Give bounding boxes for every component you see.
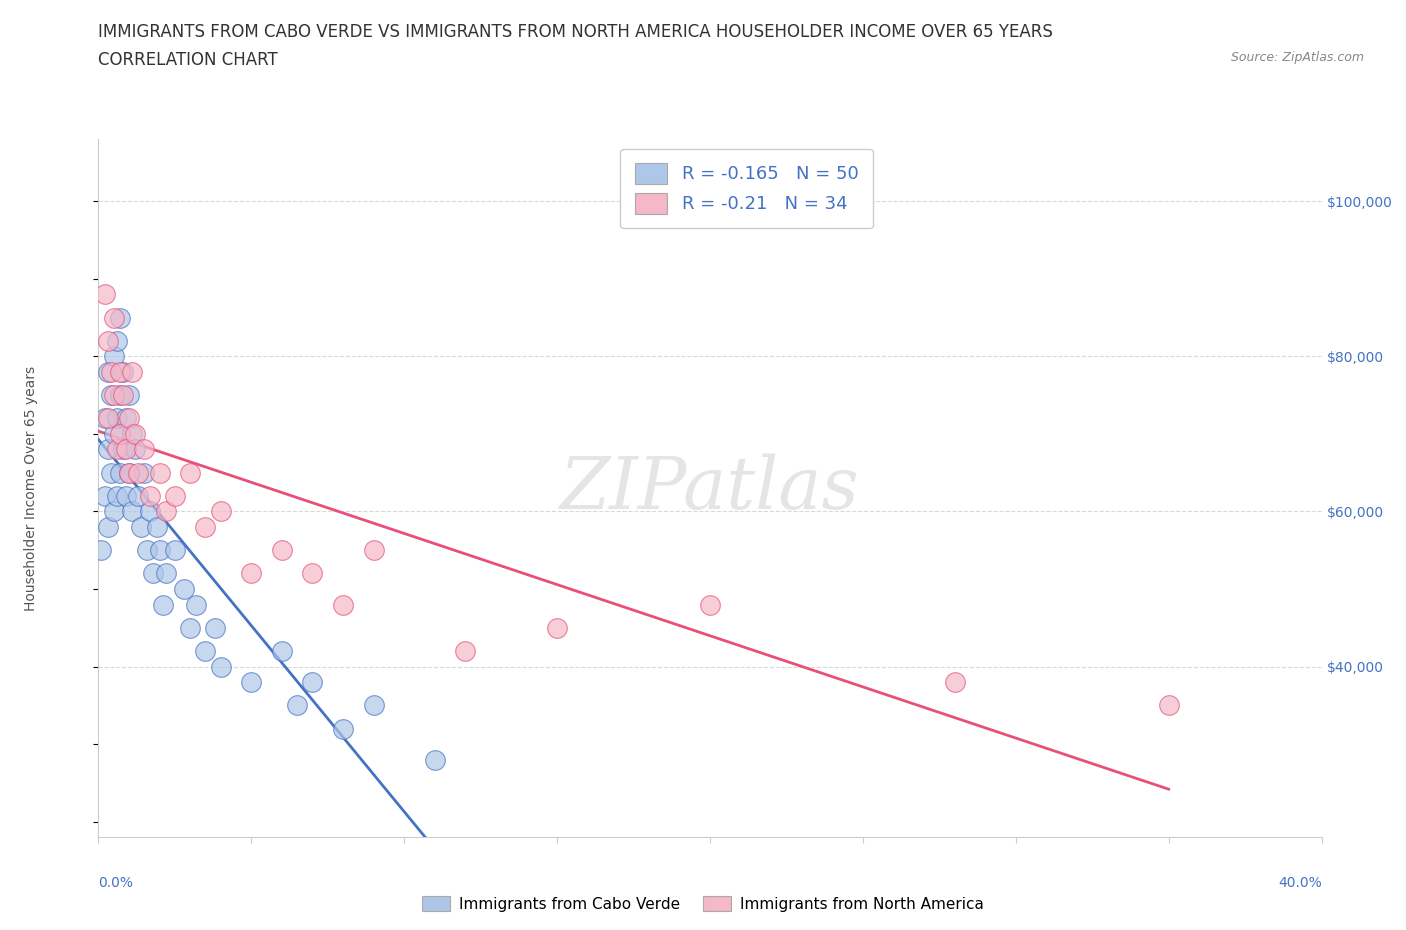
Point	[100, 365, 122, 379]
Point	[97, 365, 120, 379]
Point	[145, 520, 167, 535]
Point	[152, 597, 174, 612]
Point	[363, 698, 385, 712]
Point	[699, 597, 721, 612]
Point	[124, 442, 146, 457]
Point	[209, 504, 232, 519]
Point	[124, 427, 146, 442]
Text: ZIPatlas: ZIPatlas	[560, 453, 860, 524]
Point	[127, 465, 149, 480]
Point	[121, 427, 143, 442]
Point	[155, 504, 177, 519]
Point	[240, 674, 263, 689]
Point	[97, 411, 120, 426]
Point	[139, 504, 162, 519]
Point	[139, 488, 162, 503]
Point	[423, 752, 446, 767]
Point	[301, 566, 323, 581]
Point	[155, 566, 177, 581]
Point	[127, 488, 149, 503]
Point	[163, 488, 186, 503]
Point	[285, 698, 308, 712]
Point	[121, 504, 143, 519]
Point	[943, 674, 966, 689]
Legend: R = -0.165   N = 50, R = -0.21   N = 34: R = -0.165 N = 50, R = -0.21 N = 34	[620, 149, 873, 228]
Point	[108, 388, 131, 403]
Point	[93, 488, 115, 503]
Text: IMMIGRANTS FROM CABO VERDE VS IMMIGRANTS FROM NORTH AMERICA HOUSEHOLDER INCOME O: IMMIGRANTS FROM CABO VERDE VS IMMIGRANTS…	[98, 23, 1053, 41]
Point	[363, 543, 385, 558]
Point	[1157, 698, 1180, 712]
Point	[111, 365, 134, 379]
Point	[136, 543, 159, 558]
Point	[240, 566, 263, 581]
Point	[111, 442, 134, 457]
Point	[103, 349, 125, 364]
Point	[100, 388, 122, 403]
Point	[204, 620, 226, 635]
Point	[134, 465, 156, 480]
Point	[301, 674, 323, 689]
Point	[97, 334, 120, 349]
Point	[186, 597, 208, 612]
Point	[115, 488, 138, 503]
Text: Source: ZipAtlas.com: Source: ZipAtlas.com	[1230, 51, 1364, 64]
Point	[454, 644, 477, 658]
Point	[90, 543, 112, 558]
Point	[173, 581, 195, 596]
Point	[100, 465, 122, 480]
Point	[115, 442, 138, 457]
Point	[118, 465, 141, 480]
Text: 40.0%: 40.0%	[1278, 876, 1322, 890]
Point	[149, 543, 172, 558]
Point	[105, 488, 128, 503]
Point	[149, 465, 172, 480]
Point	[111, 388, 134, 403]
Point	[105, 411, 128, 426]
Point	[105, 334, 128, 349]
Point	[103, 388, 125, 403]
Point	[121, 365, 143, 379]
Point	[97, 520, 120, 535]
Point	[179, 620, 201, 635]
Point	[93, 411, 115, 426]
Text: 0.0%: 0.0%	[98, 876, 134, 890]
Point	[108, 365, 131, 379]
Point	[332, 721, 354, 736]
Text: Householder Income Over 65 years: Householder Income Over 65 years	[24, 365, 38, 611]
Point	[163, 543, 186, 558]
Point	[194, 520, 217, 535]
Point	[332, 597, 354, 612]
Point	[103, 504, 125, 519]
Point	[108, 427, 131, 442]
Point	[97, 442, 120, 457]
Point	[270, 644, 292, 658]
Point	[118, 411, 141, 426]
Text: CORRELATION CHART: CORRELATION CHART	[98, 51, 278, 69]
Point	[93, 287, 115, 302]
Point	[103, 427, 125, 442]
Point	[115, 411, 138, 426]
Point	[105, 442, 128, 457]
Point	[270, 543, 292, 558]
Point	[108, 311, 131, 325]
Point	[134, 442, 156, 457]
Point	[108, 465, 131, 480]
Point	[179, 465, 201, 480]
Point	[209, 659, 232, 674]
Point	[103, 311, 125, 325]
Point	[129, 520, 152, 535]
Point	[142, 566, 165, 581]
Legend: Immigrants from Cabo Verde, Immigrants from North America: Immigrants from Cabo Verde, Immigrants f…	[416, 889, 990, 918]
Point	[546, 620, 568, 635]
Point	[118, 465, 141, 480]
Point	[118, 388, 141, 403]
Point	[194, 644, 217, 658]
